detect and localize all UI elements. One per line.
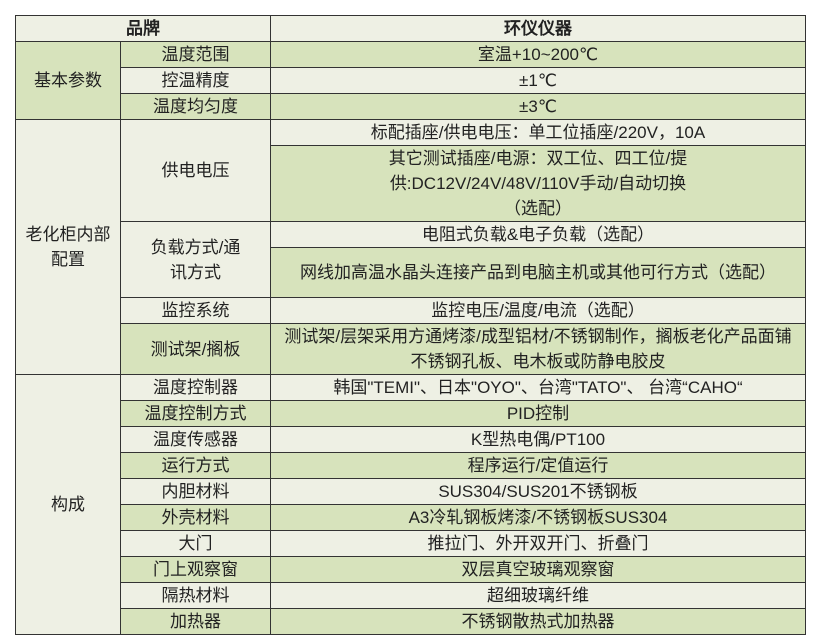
param-name: 大门 [120, 530, 271, 557]
table-row: 负载方式/通讯方式 电阻式负载&电子负载（选配） [16, 221, 806, 298]
table-row: 大门 推拉门、外开双开门、折叠门 [16, 530, 806, 557]
table-row: 加热器 不锈钢散热式加热器 [16, 608, 806, 635]
param-name: 供电电压 [120, 119, 271, 222]
param-value: 网线加高温水晶头连接产品到电脑主机或其他可行方式（选配） [270, 247, 806, 298]
param-name: 运行方式 [120, 452, 271, 479]
table-row: 温度传感器 K型热电偶/PT100 [16, 426, 806, 453]
param-value: 韩国"TEMI"、日本"OYO"、台湾"TATO"、 台湾“CAHO“ [270, 374, 806, 401]
group-internal-label: 老化柜内部配置 [25, 225, 111, 269]
header-row: 品牌 环仪仪器 [15, 15, 806, 42]
param-value: 其它测试插座/电源：双工位、四工位/提供:DC12V/24V/48V/110V手… [270, 145, 806, 222]
param-name: 外壳材料 [120, 504, 271, 531]
spec-table: 品牌 环仪仪器 基本参数 温度范围 室温+10~200℃ 控温精度 ±1℃ 温度… [15, 15, 806, 635]
param-value: SUS304/SUS201不锈钢板 [270, 478, 806, 505]
group-internal: 老化柜内部配置 [15, 119, 121, 375]
table-row: 监控系统 监控电压/温度/电流（选配） [16, 297, 806, 324]
param-name: 控温精度 [120, 67, 271, 94]
param-value: K型热电偶/PT100 [270, 426, 806, 453]
param-name: 加热器 [120, 608, 271, 635]
param-name: 隔热材料 [120, 582, 271, 609]
table-row: 网线加高温水晶头连接产品到电脑主机或其他可行方式（选配） [16, 247, 806, 298]
table-row: 温度控制方式 PID控制 [16, 400, 806, 427]
table-row: 测试架/搁板 测试架/层架采用方通烤漆/成型铝材/不锈钢制作，搁板老化产品面铺不… [16, 323, 806, 375]
param-value: 程序运行/定值运行 [270, 452, 806, 479]
param-value: A3冷轧钢板烤漆/不锈钢板SUS304 [270, 504, 806, 531]
table-row: 门上观察窗 双层真空玻璃观察窗 [16, 556, 806, 583]
group-composition: 构成 [15, 374, 121, 635]
table-row: 外壳材料 A3冷轧钢板烤漆/不锈钢板SUS304 [16, 504, 806, 531]
param-value: 监控电压/温度/电流（选配） [270, 297, 806, 324]
param-value: PID控制 [270, 400, 806, 427]
table-row: 内胆材料 SUS304/SUS201不锈钢板 [16, 478, 806, 505]
brand-value: 环仪仪器 [270, 15, 806, 42]
param-value: ±1℃ [270, 67, 806, 94]
param-name: 温度控制器 [120, 374, 271, 401]
param-value: 推拉门、外开双开门、折叠门 [270, 530, 806, 557]
brand-label: 品牌 [15, 15, 271, 42]
param-name: 温度控制方式 [120, 400, 271, 427]
param-name: 负载方式/通讯方式 [120, 221, 271, 298]
param-name: 监控系统 [120, 297, 271, 324]
table-row: 运行方式 程序运行/定值运行 [16, 452, 806, 479]
param-value: 室温+10~200℃ [270, 41, 806, 68]
param-name: 测试架/搁板 [120, 323, 271, 375]
table-row: 基本参数 温度范围 室温+10~200℃ [15, 41, 806, 120]
param-value: 不锈钢散热式加热器 [270, 608, 806, 635]
param-name: 门上观察窗 [120, 556, 271, 583]
param-value: 电阻式负载&电子负载（选配） [270, 221, 806, 248]
table-row: 温度均匀度 ±3℃ [16, 93, 806, 120]
param-value: 标配插座/供电电压：单工位插座/220V，10A [270, 119, 806, 146]
param-value: 双层真空玻璃观察窗 [270, 556, 806, 583]
param-name: 温度均匀度 [120, 93, 271, 120]
param-name: 温度范围 [120, 41, 271, 68]
table-row: 老化柜内部配置 供电电压 标配插座/供电电压：单工位插座/220V，10A [15, 119, 806, 375]
table-row: 其它测试插座/电源：双工位、四工位/提供:DC12V/24V/48V/110V手… [16, 145, 806, 222]
param-name: 温度传感器 [120, 426, 271, 453]
table-row: 隔热材料 超细玻璃纤维 [16, 582, 806, 609]
group-basic: 基本参数 [15, 41, 121, 120]
table-row: 构成 温度控制器 韩国"TEMI"、日本"OYO"、台湾"TATO"、 台湾“C… [15, 374, 806, 635]
table-row: 控温精度 ±1℃ [16, 67, 806, 94]
param-value: 测试架/层架采用方通烤漆/成型铝材/不锈钢制作，搁板老化产品面铺不锈钢孔板、电木… [270, 323, 806, 375]
param-name: 内胆材料 [120, 478, 271, 505]
param-value: ±3℃ [270, 93, 806, 120]
param-value: 超细玻璃纤维 [270, 582, 806, 609]
